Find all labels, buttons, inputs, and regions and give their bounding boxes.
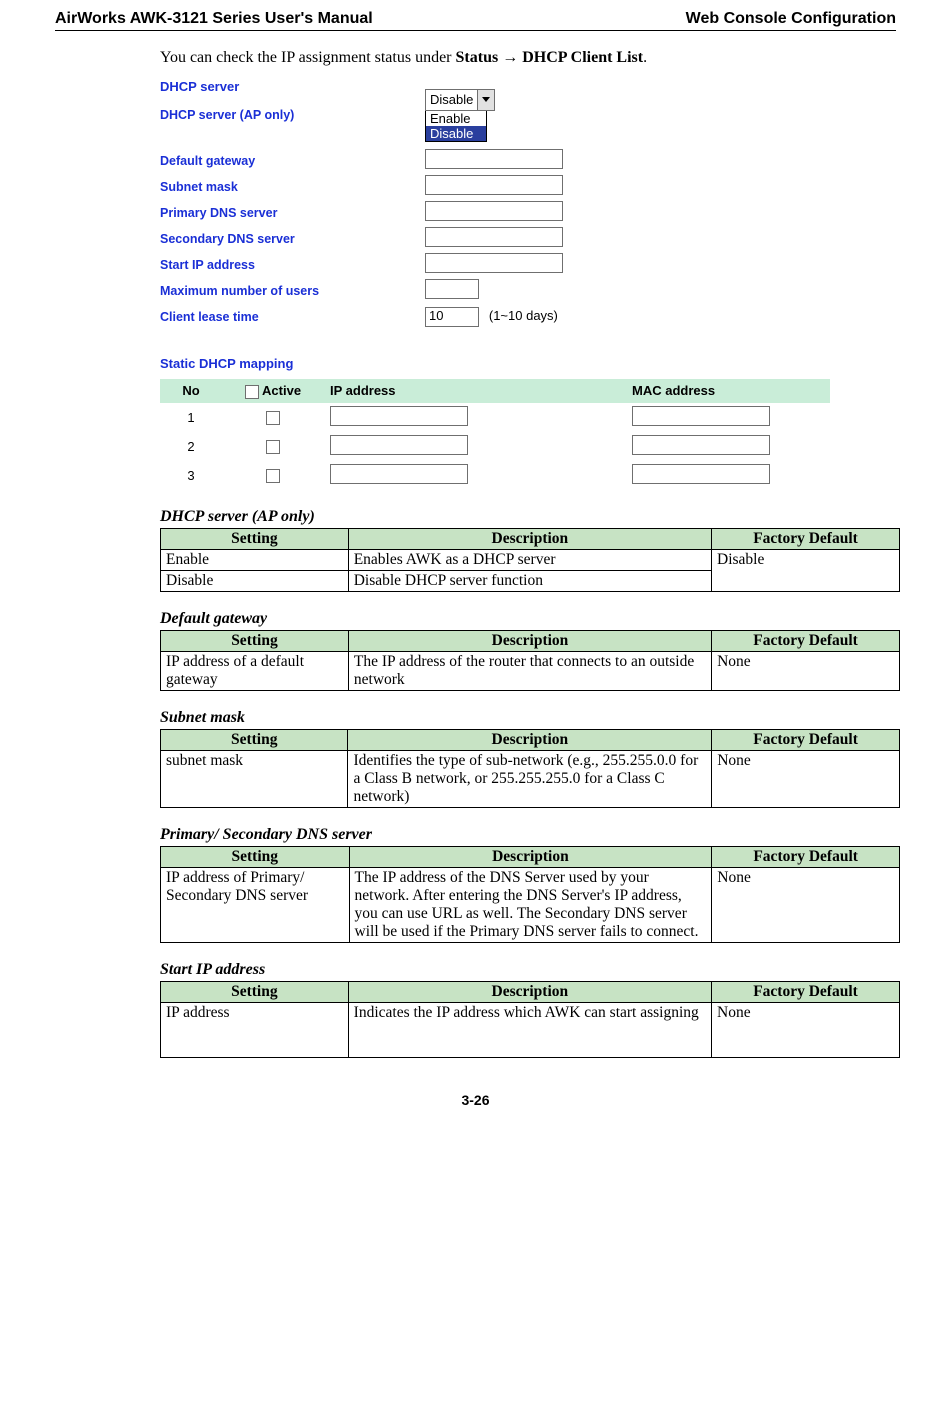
input-ip-row[interactable] bbox=[330, 435, 468, 455]
th-ip: IP address bbox=[324, 379, 626, 403]
table-dns-server: Setting Description Factory Default IP a… bbox=[160, 846, 900, 943]
checkbox-row[interactable] bbox=[266, 469, 280, 483]
table-row: 3 bbox=[160, 461, 830, 490]
th-no: No bbox=[160, 379, 222, 403]
label-secondary-dns: Secondary DNS server bbox=[160, 232, 425, 246]
heading-dhcp-server: DHCP server (AP only) bbox=[160, 508, 896, 526]
table-row: IP address Indicates the IP address whic… bbox=[161, 1002, 900, 1057]
checkbox-active-all[interactable] bbox=[245, 385, 259, 399]
th-description: Description bbox=[348, 981, 711, 1002]
label-dhcp-server: DHCP server (AP only) bbox=[160, 108, 425, 122]
th-setting: Setting bbox=[161, 528, 349, 549]
input-secondary-dns[interactable] bbox=[425, 227, 563, 247]
table-row: Enable Enables AWK as a DHCP server Disa… bbox=[161, 549, 900, 570]
th-mac: MAC address bbox=[626, 379, 830, 403]
dhcp-server-dropdown[interactable]: Enable Disable bbox=[425, 110, 487, 142]
header-right: Web Console Configuration bbox=[686, 10, 896, 28]
label-max-users: Maximum number of users bbox=[160, 284, 425, 298]
input-start-ip[interactable] bbox=[425, 253, 563, 273]
th-default: Factory Default bbox=[712, 630, 900, 651]
dropdown-option-enable[interactable]: Enable bbox=[426, 111, 486, 126]
table-dhcp-server: Setting Description Factory Default Enab… bbox=[160, 528, 900, 592]
input-ip-row[interactable] bbox=[330, 464, 468, 484]
static-dhcp-title: Static DHCP mapping bbox=[160, 356, 896, 371]
label-primary-dns: Primary DNS server bbox=[160, 206, 425, 220]
input-mac-row[interactable] bbox=[632, 464, 770, 484]
lease-note: (1~10 days) bbox=[489, 308, 558, 323]
table-row: IP address of Primary/ Secondary DNS ser… bbox=[161, 867, 900, 942]
th-description: Description bbox=[348, 528, 711, 549]
th-setting: Setting bbox=[161, 729, 348, 750]
header-left: AirWorks AWK-3121 Series User's Manual bbox=[55, 10, 373, 28]
input-mac-row[interactable] bbox=[632, 406, 770, 426]
th-description: Description bbox=[349, 846, 712, 867]
th-setting: Setting bbox=[161, 981, 349, 1002]
dropdown-option-disable[interactable]: Disable bbox=[426, 126, 486, 141]
heading-dns-server: Primary/ Secondary DNS server bbox=[160, 826, 896, 844]
label-start-ip: Start IP address bbox=[160, 258, 425, 272]
page-number: 3-26 bbox=[55, 1092, 896, 1108]
dhcp-server-select[interactable]: Disable bbox=[425, 89, 495, 111]
heading-start-ip: Start IP address bbox=[160, 961, 896, 979]
th-description: Description bbox=[348, 729, 712, 750]
table-row: subnet mask Identifies the type of sub-n… bbox=[161, 750, 900, 807]
input-lease-time[interactable]: 10 bbox=[425, 307, 479, 327]
th-default: Factory Default bbox=[712, 528, 900, 549]
th-default: Factory Default bbox=[712, 981, 900, 1002]
static-dhcp-table: No Active IP address MAC address 1 2 bbox=[160, 379, 830, 490]
table-subnet-mask: Setting Description Factory Default subn… bbox=[160, 729, 900, 808]
label-lease-time: Client lease time bbox=[160, 310, 425, 324]
input-max-users[interactable] bbox=[425, 279, 479, 299]
input-primary-dns[interactable] bbox=[425, 201, 563, 221]
intro-text: You can check the IP assignment status u… bbox=[160, 49, 896, 67]
input-default-gateway[interactable] bbox=[425, 149, 563, 169]
th-setting: Setting bbox=[161, 846, 350, 867]
table-row: 2 bbox=[160, 432, 830, 461]
table-default-gateway: Setting Description Factory Default IP a… bbox=[160, 630, 900, 691]
header-divider bbox=[55, 30, 896, 31]
th-setting: Setting bbox=[161, 630, 349, 651]
heading-subnet-mask: Subnet mask bbox=[160, 709, 896, 727]
checkbox-row[interactable] bbox=[266, 440, 280, 454]
input-subnet-mask[interactable] bbox=[425, 175, 563, 195]
checkbox-row[interactable] bbox=[266, 411, 280, 425]
heading-default-gateway: Default gateway bbox=[160, 610, 896, 628]
th-active: Active bbox=[222, 379, 324, 403]
table-start-ip: Setting Description Factory Default IP a… bbox=[160, 981, 900, 1058]
dhcp-server-panel: DHCP server DHCP server (AP only) Disabl… bbox=[160, 79, 896, 490]
table-row: IP address of a default gateway The IP a… bbox=[161, 651, 900, 690]
th-description: Description bbox=[348, 630, 711, 651]
input-ip-row[interactable] bbox=[330, 406, 468, 426]
label-default-gateway: Default gateway bbox=[160, 154, 425, 168]
table-row: 1 bbox=[160, 403, 830, 432]
input-mac-row[interactable] bbox=[632, 435, 770, 455]
chevron-down-icon bbox=[477, 90, 494, 110]
dhcp-server-title: DHCP server bbox=[160, 79, 896, 94]
th-default: Factory Default bbox=[712, 846, 900, 867]
label-subnet-mask: Subnet mask bbox=[160, 180, 425, 194]
th-default: Factory Default bbox=[712, 729, 900, 750]
